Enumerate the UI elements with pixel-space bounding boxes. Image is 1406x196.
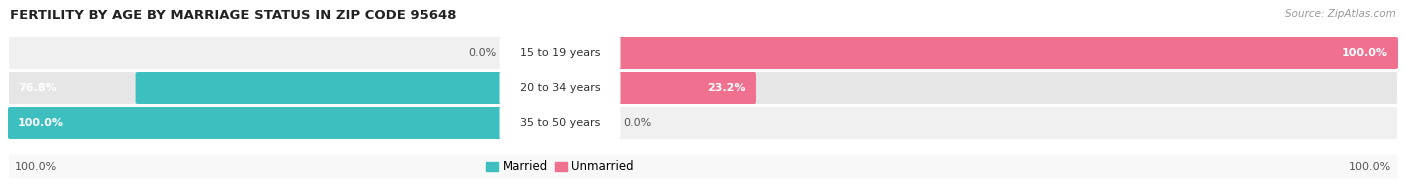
Text: 0.0%: 0.0% (623, 118, 652, 128)
FancyBboxPatch shape (8, 155, 1398, 179)
FancyBboxPatch shape (135, 72, 562, 104)
FancyBboxPatch shape (499, 71, 620, 105)
Legend: Married, Unmarried: Married, Unmarried (481, 156, 638, 178)
Text: FERTILITY BY AGE BY MARRIAGE STATUS IN ZIP CODE 95648: FERTILITY BY AGE BY MARRIAGE STATUS IN Z… (10, 9, 457, 22)
Text: 0.0%: 0.0% (468, 48, 496, 58)
FancyBboxPatch shape (8, 107, 1398, 139)
Text: 100.0%: 100.0% (1348, 162, 1391, 172)
FancyBboxPatch shape (8, 37, 1398, 69)
Text: 20 to 34 years: 20 to 34 years (520, 83, 600, 93)
Text: 100.0%: 100.0% (15, 162, 58, 172)
Text: 23.2%: 23.2% (707, 83, 747, 93)
FancyBboxPatch shape (499, 36, 620, 70)
FancyBboxPatch shape (8, 107, 562, 139)
Text: 100.0%: 100.0% (18, 118, 65, 128)
FancyBboxPatch shape (8, 72, 1398, 104)
Text: Source: ZipAtlas.com: Source: ZipAtlas.com (1285, 9, 1396, 19)
FancyBboxPatch shape (558, 72, 756, 104)
FancyBboxPatch shape (499, 106, 620, 140)
Text: 76.8%: 76.8% (18, 83, 56, 93)
Text: 100.0%: 100.0% (1341, 48, 1388, 58)
Text: 15 to 19 years: 15 to 19 years (520, 48, 600, 58)
FancyBboxPatch shape (558, 37, 1398, 69)
Text: 35 to 50 years: 35 to 50 years (520, 118, 600, 128)
